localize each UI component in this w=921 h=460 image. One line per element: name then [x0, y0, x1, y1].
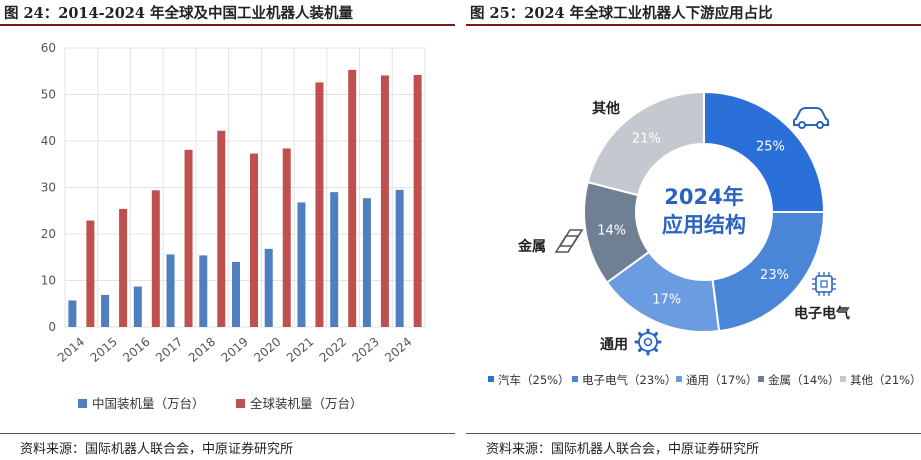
car-wheel	[816, 121, 824, 129]
y-tick-label: 20	[41, 227, 56, 241]
right-figure-panel: 图 25：2024 年全球工业机器人下游应用占比 25% 23% 17% 14% 21%…	[466, 0, 921, 460]
legend-label: 金属（14%）	[768, 373, 840, 387]
car-icon	[793, 107, 829, 129]
x-tick-label: 2014	[55, 335, 87, 365]
figure-24-title: 图 24：2014-2024 年全球及中国工业机器人装机量	[4, 5, 354, 22]
bar-global-2014	[86, 220, 95, 327]
legend-label: 全球装机量（万台）	[250, 396, 363, 411]
category-label-general: 通用	[600, 337, 628, 353]
bar-china-2018	[199, 255, 208, 327]
bar-global-2021	[315, 82, 324, 327]
y-tick-label: 10	[41, 274, 56, 288]
car-body	[793, 107, 829, 126]
car-wheel	[798, 121, 806, 129]
legend-swatch	[840, 376, 846, 382]
bar-china-2017	[166, 254, 175, 327]
figure-25-source: 资料来源：国际机器人联合会，中原证券研究所	[486, 442, 760, 457]
source-rule	[0, 433, 455, 434]
legend-swatch	[676, 376, 682, 382]
legend-label: 其他（21%）	[850, 373, 921, 387]
donut-slice-4	[586, 90, 705, 197]
bar-china-2016	[133, 286, 142, 327]
beam-face	[554, 235, 580, 253]
bar-china-2022	[330, 192, 339, 327]
steel-beam-icon	[554, 229, 584, 253]
legend-label: 中国装机量（万台）	[92, 396, 205, 411]
bar-global-2017	[184, 149, 193, 327]
bar-china-2020	[264, 248, 273, 327]
source-rule	[466, 433, 921, 434]
category-label-metal: 金属	[517, 238, 546, 255]
bar-china-2024	[395, 189, 404, 327]
bar-global-2024	[413, 74, 422, 327]
chip-icon	[812, 272, 836, 296]
x-tick-label: 2022	[317, 335, 349, 365]
bar-china-2023	[362, 198, 371, 327]
legend-swatch	[758, 376, 764, 382]
chip-body	[815, 275, 833, 293]
bar-global-2023	[380, 75, 389, 327]
slice-percent-label: 23%	[760, 268, 789, 283]
x-tick-label: 2024	[382, 335, 414, 365]
bar-global-2022	[348, 69, 357, 327]
bar-china-2015	[101, 294, 110, 327]
y-tick-label: 0	[48, 320, 56, 334]
bar-china-2019	[232, 261, 240, 327]
x-tick-label: 2019	[219, 335, 251, 365]
title-rule	[466, 24, 921, 26]
legend-swatch	[572, 376, 578, 382]
y-tick-label: 30	[41, 181, 56, 195]
chip-core	[820, 280, 828, 288]
x-tick-label: 2023	[349, 335, 381, 365]
bar-global-2020	[282, 148, 291, 327]
bar-global-2019	[250, 153, 258, 327]
legend-swatch	[236, 399, 245, 408]
y-tick-label: 40	[41, 134, 56, 148]
category-label-other: 其他	[592, 100, 620, 117]
x-tick-label: 2020	[251, 335, 283, 365]
slice-percent-label: 25%	[756, 140, 785, 155]
y-tick-label: 50	[41, 88, 56, 102]
beam-face	[558, 229, 584, 247]
donut-slice-0	[703, 90, 826, 213]
y-tick-label: 60	[41, 41, 56, 55]
x-tick-label: 2016	[120, 335, 152, 365]
gear-icon	[634, 328, 662, 356]
bar-china-2014	[68, 300, 77, 327]
legend-swatch	[78, 399, 87, 408]
x-tick-label: 2021	[284, 335, 316, 365]
center-label-line1: 2024年	[664, 185, 743, 209]
slice-percent-label: 14%	[597, 224, 626, 239]
bar-global-2016	[151, 190, 160, 327]
slice-percent-label: 17%	[652, 292, 681, 307]
slice-percent-label: 21%	[632, 132, 661, 147]
left-figure-panel: 图 24：2014-2024 年全球及中国工业机器人装机量 0 10 20 30 40 5…	[0, 0, 455, 460]
x-tick-label: 2015	[88, 335, 120, 365]
bar-global-2015	[119, 208, 128, 327]
legend-label: 汽车（25%）	[498, 373, 570, 387]
figure-25-title: 图 25：2024 年全球工业机器人下游应用占比	[470, 5, 773, 22]
figure-24-source: 资料来源：国际机器人联合会，中原证券研究所	[20, 442, 294, 457]
legend-label: 电子电气（23%）	[582, 373, 677, 387]
x-tick-label: 2017	[153, 335, 185, 365]
title-rule	[0, 24, 455, 26]
bar-china-2021	[297, 202, 306, 327]
center-label-line2: 应用结构	[662, 213, 746, 237]
legend-label: 通用（17%）	[686, 373, 758, 387]
legend-swatch	[488, 376, 494, 382]
category-label-electronics: 电子电气	[794, 305, 850, 322]
bar-global-2018	[217, 130, 226, 327]
x-tick-label: 2018	[186, 335, 218, 365]
gear-hub	[643, 337, 653, 347]
